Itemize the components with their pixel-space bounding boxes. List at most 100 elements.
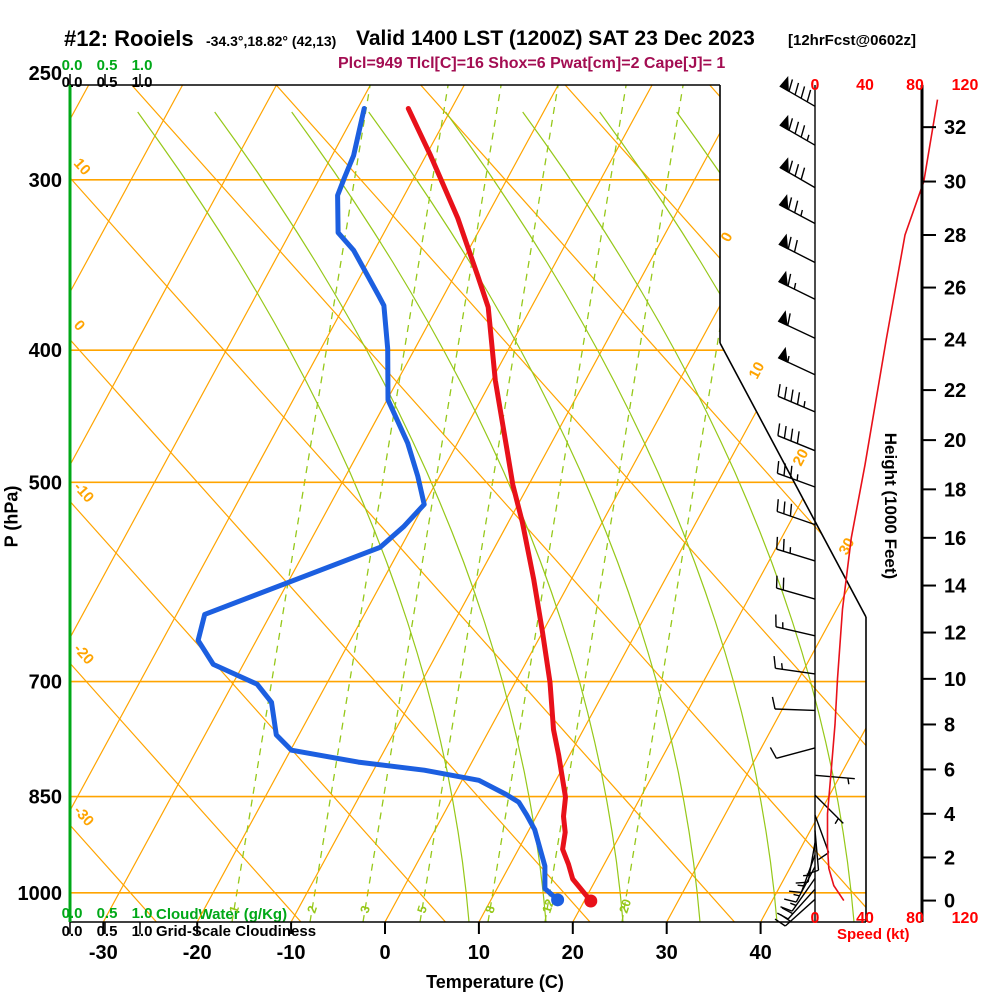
mixing-ratio-line xyxy=(419,85,559,922)
cloudwater-scale-tick-bottom: 0.0 xyxy=(62,905,83,922)
cloudiness-scale-tick-top: 0.5 xyxy=(97,74,118,91)
temp-tick-label: 10 xyxy=(468,942,490,964)
speed-tick-label-bottom: 80 xyxy=(906,910,924,927)
station-coordinates: -34.3°,18.82° (42,13) xyxy=(206,33,337,49)
isotherm-line xyxy=(102,85,559,922)
height-tick-label: 10 xyxy=(944,669,966,691)
cloudwater-scale-tick-bottom: 0.5 xyxy=(97,905,118,922)
mixing-ratio-line xyxy=(544,85,684,922)
cloudiness-scale-tick-bottom: 0.5 xyxy=(97,923,118,940)
wind-barb xyxy=(777,395,816,413)
height-tick-label: 28 xyxy=(944,225,966,247)
dry-adiabat-label: -20 xyxy=(70,641,97,668)
moist-adiabat-line xyxy=(137,111,470,922)
dry-adiabat-label: 0 xyxy=(70,317,88,335)
mixing-ratio-label: 8 xyxy=(483,904,498,915)
pressure-tick-label: 850 xyxy=(29,787,62,809)
page-title: #12: Rooiels xyxy=(64,26,194,51)
isotherm-line xyxy=(70,85,371,922)
temp-tick-label: -10 xyxy=(277,942,306,964)
moist-adiabat-line xyxy=(522,111,855,922)
isotherm-line xyxy=(760,85,866,922)
wind-barb xyxy=(776,510,816,526)
mixing-ratio-label: 3 xyxy=(358,904,373,915)
speed-tick-label-bottom: 0 xyxy=(811,910,820,927)
height-tick-label: 32 xyxy=(944,117,966,139)
mixing-ratio-labels: 1 2 3 5 8 12 20 xyxy=(227,897,635,915)
height-tick-label: 4 xyxy=(944,804,956,826)
isotherm-label: 20 xyxy=(790,446,813,469)
moist-adiabat-line xyxy=(368,111,701,922)
sounding-parameters: Plcl=949 Tlcl[C]=16 Shox=6 Pwat[cm]=2 Ca… xyxy=(338,55,726,72)
height-tick-label: 22 xyxy=(944,380,966,402)
mixing-ratio-label: 1 xyxy=(227,904,242,915)
cloudwater-scale-tick: 1.0 xyxy=(132,57,153,74)
wind-barb xyxy=(776,747,816,759)
temperature-curve-surface-dot xyxy=(584,894,598,908)
valid-time: Valid 1400 LST (1200Z) SAT 23 Dec 2023 xyxy=(356,27,755,50)
isotherm-line xyxy=(70,85,184,922)
wind-barb xyxy=(775,626,816,637)
isotherm-label: 30 xyxy=(836,535,859,558)
cloud-scales: 0.00.00.00.00.50.50.50.51.01.01.01.0 xyxy=(62,57,153,940)
height-tick-label: 30 xyxy=(944,172,966,194)
height-tick-label: 14 xyxy=(944,576,967,598)
temperature-axis-title: Temperature (C) xyxy=(426,972,564,992)
isotherm-line xyxy=(70,85,465,922)
moist-adiabat-line xyxy=(214,111,547,922)
temp-tick-label: 30 xyxy=(656,942,678,964)
wind-barb xyxy=(814,830,820,871)
dry-adiabat-line xyxy=(420,85,866,922)
dry-adiabat-line xyxy=(70,85,591,922)
mixing-ratio-label: 20 xyxy=(617,897,635,915)
dry-adiabat-label: 10 xyxy=(70,155,94,179)
cloudwater-scale-tick: 0.0 xyxy=(62,57,83,74)
height-tick-label: 6 xyxy=(944,759,955,781)
speed-profile-line xyxy=(826,99,939,902)
cloudiness-scale-tick-top: 0.0 xyxy=(62,74,83,91)
wind-barbs xyxy=(769,75,855,927)
pressure-tick-label: 500 xyxy=(29,472,62,494)
height-tick-label: 18 xyxy=(944,479,966,501)
forecast-cycle: [12hrFcst@0602z] xyxy=(788,32,917,49)
mixing-ratio-label: 2 xyxy=(305,904,320,915)
cloudiness-scale-tick-bottom: 1.0 xyxy=(132,923,153,940)
cloudiness-scale-tick-top: 1.0 xyxy=(132,74,153,91)
wind-barb xyxy=(814,774,855,780)
dry-adiabat-line xyxy=(275,85,866,922)
wind-barb xyxy=(795,866,816,903)
dry-adiabat-line xyxy=(70,85,302,922)
height-tick-label: 12 xyxy=(944,623,966,645)
wind-barb xyxy=(775,667,816,675)
dry-adiabat-line xyxy=(564,85,866,922)
height-tick-label: 16 xyxy=(944,528,966,550)
isotherm-line xyxy=(70,85,278,922)
speed-tick-label-bottom: 120 xyxy=(952,910,979,927)
mixing-ratio-label: 5 xyxy=(415,904,430,915)
temp-tick-label: 0 xyxy=(379,942,390,964)
isotherm-label: 10 xyxy=(746,359,769,382)
cloudwater-scale-tick: 0.5 xyxy=(97,57,118,74)
moist-adiabat-line xyxy=(599,111,866,922)
temperature-curve xyxy=(405,106,598,908)
isotherm-line xyxy=(666,85,866,922)
height-tick-label: 2 xyxy=(944,847,955,869)
pressure-tick-label: 300 xyxy=(29,170,62,192)
grid-lines xyxy=(70,85,866,922)
cloudwater-scale-tick-bottom: 1.0 xyxy=(132,905,153,922)
pressure-tick-label: 700 xyxy=(29,672,62,694)
wind-barb xyxy=(774,708,816,712)
wind-barb xyxy=(776,548,816,562)
height-tick-label: 24 xyxy=(944,329,967,351)
cloudiness-scale-tick-bottom: 0.0 xyxy=(62,923,83,940)
height-tick-label: 20 xyxy=(944,430,966,452)
speed-tick-label-top: 120 xyxy=(952,77,979,94)
wind-barb xyxy=(814,814,830,853)
mixing-ratio-line xyxy=(309,85,449,922)
dry-adiabat-line xyxy=(131,85,866,922)
cloudiness-scale-label: Grid-Scale Cloudiness xyxy=(156,923,317,940)
speed-tick-label-bottom: 40 xyxy=(856,910,874,927)
